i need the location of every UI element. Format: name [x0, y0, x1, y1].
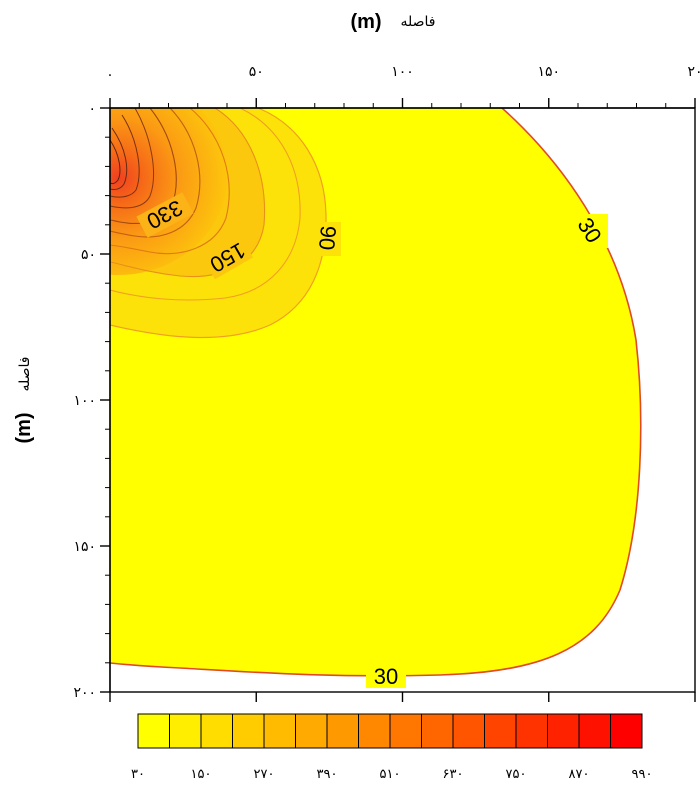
colorbar-label-0: ۳۰	[131, 767, 145, 782]
contour-line-30	[110, 108, 642, 677]
colorbar-label-1: ۱۵۰	[191, 767, 212, 782]
x-axis-title-text: فاصله	[401, 14, 436, 30]
contour-line-570	[110, 139, 121, 185]
contour-label-bg-90	[315, 222, 341, 256]
contour-line-450	[110, 114, 140, 198]
y-axis-title-text: فاصله	[17, 357, 33, 392]
x-tick-label-4: ۲۰	[687, 64, 700, 80]
colorbar-box-2	[200, 713, 233, 749]
colorbar-box-4	[263, 713, 296, 749]
colorbar-box-0	[137, 713, 170, 749]
contour-label-30-bottom: 30	[374, 664, 398, 689]
colorbar-label-7: ۸۷۰	[569, 767, 590, 782]
contour-line-110	[110, 108, 301, 301]
colorbar-box-15	[610, 713, 643, 749]
y-tick-label-2: ۱۰۰	[73, 393, 96, 409]
y-axis: ۰ ۵۰ ۱۰۰ ۱۵۰ ۲۰۰	[73, 101, 111, 701]
colorbar-label-3: ۳۹۰	[317, 767, 338, 782]
y-tick-label-4: ۲۰۰	[73, 685, 96, 701]
colorbar-label-2: ۲۷۰	[254, 767, 275, 782]
colorbar-box-7	[358, 713, 391, 749]
contour-line-210	[110, 108, 230, 255]
contour-label-bg-330	[136, 192, 194, 238]
y-axis-title-unit: (m)	[13, 412, 35, 443]
colorbar-box-1	[169, 713, 202, 749]
x-tick-label-0: .	[108, 64, 112, 80]
x-tick-label-1: ۵۰	[249, 64, 264, 80]
colorbar: ۳۰ ۱۵۰ ۲۷۰ ۳۹۰ ۵۱۰ ۶۳۰ ۷۵۰ ۸۷۰ ۹۹۰	[131, 713, 653, 782]
colorbar-box-10	[452, 713, 485, 749]
x-axis-title-unit: (m)	[350, 11, 381, 33]
colorbar-box-3	[232, 713, 265, 749]
contour-line-90	[110, 108, 327, 339]
colorbar-box-13	[547, 713, 580, 749]
contour-fills	[110, 108, 641, 676]
y-tick-label-0: ۰	[88, 101, 96, 117]
colorbar-label-8: ۹۹۰	[632, 767, 653, 782]
colorbar-box-8	[389, 713, 422, 749]
contour-line-510	[110, 127, 128, 190]
colorbar-label-6: ۷۵۰	[506, 767, 527, 782]
contour-label-bg-30-right	[574, 214, 608, 248]
x-axis-title: (m) فاصله	[350, 11, 435, 33]
contour-label-90: 90	[314, 225, 341, 252]
contour-lines	[110, 108, 642, 677]
x-tick-label-3: ۱۵۰	[537, 64, 560, 80]
contour-line-390	[110, 108, 155, 209]
colorbar-box-12	[515, 713, 548, 749]
contour-fill-core	[110, 108, 228, 275]
contour-line-270	[110, 108, 201, 238]
colorbar-box-6	[326, 713, 359, 749]
colorbar-box-9	[421, 713, 454, 749]
x-tick-label-2: ۱۰۰	[391, 64, 414, 80]
contour-label-bg-150	[202, 236, 254, 280]
contour-label-bg-30-bottom	[366, 664, 406, 688]
colorbar-label-5: ۶۳۰	[443, 767, 464, 782]
y-tick-label-1: ۵۰	[81, 247, 96, 263]
colorbar-box-11	[484, 713, 517, 749]
colorbar-box-5	[295, 713, 328, 749]
x-axis: . ۵۰ ۱۰۰ ۱۵۰ ۲۰	[108, 64, 700, 702]
y-tick-label-3: ۱۵۰	[73, 539, 96, 555]
colorbar-box-14	[578, 713, 611, 749]
colorbar-label-4: ۵۱۰	[380, 767, 401, 782]
y-axis-title: (m) فاصله	[13, 357, 35, 444]
